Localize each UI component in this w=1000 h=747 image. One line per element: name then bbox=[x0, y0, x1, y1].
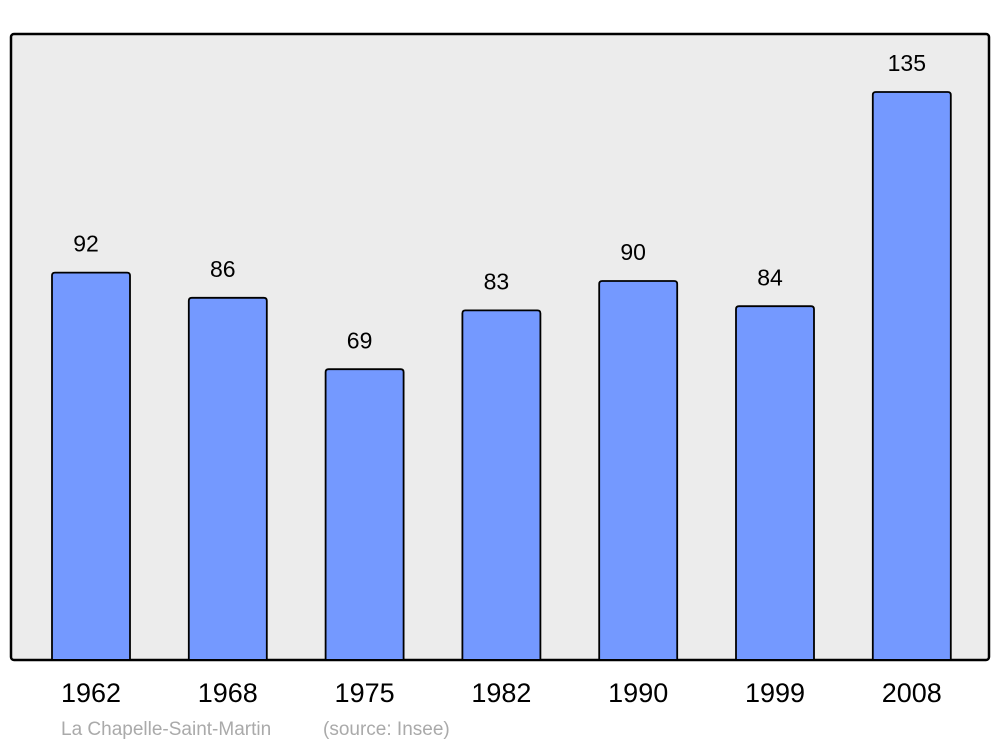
x-tick-label: 1962 bbox=[61, 678, 121, 708]
bar bbox=[871, 91, 952, 659]
bar bbox=[324, 368, 405, 659]
x-tick-label: 2008 bbox=[882, 678, 942, 708]
x-tick-label: 1975 bbox=[335, 678, 395, 708]
value-label: 92 bbox=[73, 231, 99, 257]
value-label: 84 bbox=[757, 264, 783, 290]
x-tick-label: 1982 bbox=[471, 678, 531, 708]
x-tick-label: 1968 bbox=[198, 678, 258, 708]
bar bbox=[735, 305, 815, 659]
value-label: 86 bbox=[210, 256, 236, 282]
x-tick-label: 1999 bbox=[745, 678, 805, 708]
source: (source: Insee) bbox=[323, 719, 450, 740]
x-tick-label: 1990 bbox=[608, 678, 668, 708]
value-label: 135 bbox=[888, 50, 926, 76]
bar bbox=[598, 280, 679, 659]
value-label: 83 bbox=[484, 268, 510, 294]
value-label: 69 bbox=[347, 327, 373, 353]
value-label: 90 bbox=[620, 239, 646, 265]
bar bbox=[187, 296, 268, 659]
bar bbox=[51, 271, 131, 659]
bar bbox=[461, 309, 542, 659]
caption: La Chapelle-Saint-Martin bbox=[61, 719, 271, 740]
